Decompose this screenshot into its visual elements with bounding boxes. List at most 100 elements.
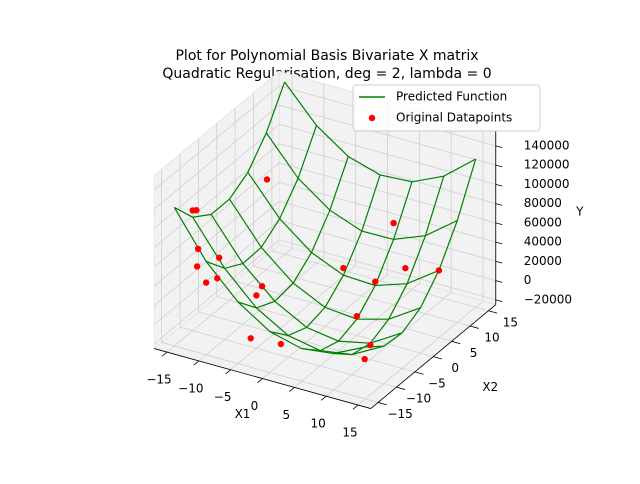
surface-line — [284, 81, 476, 183]
data-point — [340, 264, 347, 272]
x-axis-label: X1 — [235, 407, 251, 421]
grid-line — [153, 143, 280, 248]
data-point — [258, 283, 266, 290]
surface-line — [192, 216, 384, 356]
z-tick-label: 120000 — [524, 158, 570, 172]
z-tick-label: 100000 — [524, 177, 570, 191]
z-tick-label: 140000 — [524, 138, 570, 152]
surface-line — [265, 132, 458, 241]
z-tick-label: −20000 — [524, 292, 572, 306]
grid-line — [153, 220, 280, 325]
grid-line — [279, 200, 496, 262]
chart-subtitle: Quadratic Regularisation, deg = 2, lambd… — [162, 66, 491, 82]
tick-mark — [414, 371, 424, 375]
legend-label: Predicted Function — [396, 90, 507, 104]
grid-line — [153, 124, 280, 229]
data-point — [193, 263, 201, 270]
data-point — [277, 340, 285, 348]
data-point — [202, 279, 210, 286]
z-tick-label: 80000 — [524, 196, 562, 210]
y-tick-label: 5 — [470, 346, 478, 360]
grid-line — [279, 104, 496, 166]
tick-mark — [469, 325, 479, 329]
grid-line — [279, 123, 496, 185]
tick-mark — [433, 356, 443, 360]
data-point — [263, 176, 271, 183]
x-tick-label: 10 — [311, 417, 326, 431]
tick-mark — [377, 402, 387, 406]
data-point — [215, 254, 223, 261]
x-tick-label: −10 — [178, 381, 203, 395]
tick-mark — [396, 386, 406, 390]
grid-line — [153, 85, 280, 191]
x-tick-label: 0 — [251, 399, 259, 413]
tick-mark — [495, 299, 503, 303]
tick-mark — [495, 222, 503, 226]
x-tick-label: −5 — [214, 390, 232, 404]
legend-label: Original Datapoints — [396, 111, 512, 125]
tick-mark — [495, 280, 503, 283]
data-point — [435, 267, 443, 274]
grid-line — [279, 220, 496, 281]
z-tick-label: 40000 — [524, 235, 562, 249]
grid-line — [153, 181, 280, 287]
surface-line — [228, 198, 421, 320]
x-tick-label: 15 — [342, 426, 357, 440]
legend-marker — [368, 114, 376, 122]
tick-mark — [451, 340, 461, 345]
chart-title: Plot for Polynomial Basis Bivariate X ma… — [175, 48, 478, 64]
grid-line — [153, 201, 280, 306]
grid-line — [271, 250, 489, 312]
y-tick-label: 10 — [484, 331, 499, 345]
x-tick-label: −15 — [146, 373, 171, 387]
y-axis-label: X2 — [482, 380, 498, 394]
grid-line — [253, 265, 471, 327]
data-point — [193, 207, 200, 214]
data-point — [253, 292, 260, 299]
z-axis-label: Y — [575, 205, 584, 219]
tick-mark — [495, 164, 503, 168]
surface-line — [173, 207, 366, 355]
grid-line — [153, 239, 280, 345]
legend-box — [352, 84, 541, 132]
tick-mark — [193, 360, 200, 366]
data-point — [367, 341, 374, 349]
tick-mark — [225, 369, 231, 375]
tick-mark — [161, 351, 168, 357]
grid-line — [153, 162, 280, 268]
y-tick-label: −5 — [428, 376, 446, 390]
tick-mark — [495, 145, 503, 149]
data-point — [372, 278, 379, 285]
tick-mark — [495, 183, 503, 187]
y-tick-label: 0 — [451, 361, 459, 375]
z-tick-label: 20000 — [524, 254, 562, 268]
tick-mark — [257, 378, 263, 384]
tick-mark — [352, 404, 359, 410]
x-tick-label: 5 — [283, 408, 291, 422]
y-tick-label: −10 — [406, 392, 431, 406]
z-tick-label: 0 — [524, 273, 532, 287]
grid-line — [279, 181, 496, 243]
axis-line — [154, 348, 371, 409]
tick-mark — [495, 260, 503, 264]
grid-line — [179, 326, 397, 388]
data-point — [402, 264, 409, 272]
grid-line — [279, 239, 496, 301]
grid-line — [153, 104, 280, 210]
grid-line — [235, 280, 452, 342]
data-point — [353, 312, 361, 320]
axis-line — [370, 304, 497, 409]
data-point — [361, 355, 368, 363]
tick-mark — [495, 241, 503, 245]
z-tick-label: 60000 — [524, 215, 562, 229]
grid-line — [198, 311, 415, 373]
data-point — [214, 275, 221, 282]
y-tick-label: −15 — [387, 407, 412, 421]
grid-line — [161, 342, 379, 403]
data-point — [247, 335, 254, 342]
surface-line — [247, 171, 440, 287]
tick-mark — [488, 310, 498, 314]
tick-mark — [289, 387, 295, 392]
data-point — [390, 219, 397, 227]
